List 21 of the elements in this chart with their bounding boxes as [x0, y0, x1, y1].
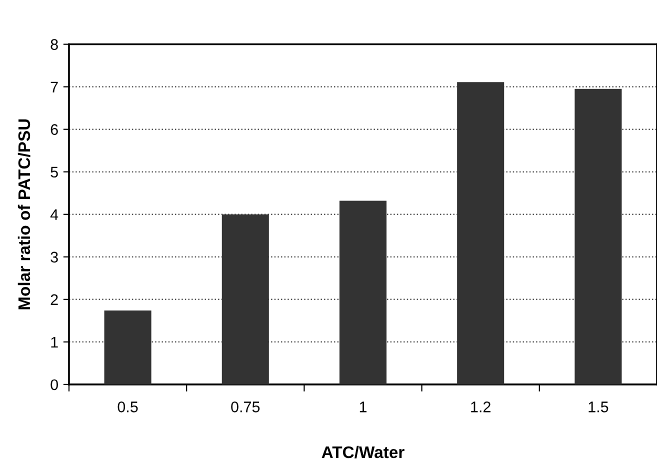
y-tick-label: 1: [51, 336, 58, 348]
y-tick-label: 8: [50, 39, 58, 50]
x-tick-label: 1.5: [588, 402, 608, 412]
x-axis-title: ATC/Water: [322, 446, 404, 458]
y-tick-label: 5: [50, 166, 58, 178]
y-tick-label: 7: [50, 82, 58, 92]
bar: [222, 214, 269, 384]
y-tick-label: 3: [50, 252, 58, 263]
bar: [104, 310, 152, 384]
y-tick-label: 6: [50, 124, 58, 135]
y-tick-label: 2: [50, 294, 58, 305]
y-tick-label: 0: [50, 379, 58, 390]
y-axis-title: Molar ratio of PATC/PSU: [18, 119, 30, 310]
x-tick-label: 0.5: [118, 402, 138, 412]
x-tick-label: 1.2: [471, 402, 490, 412]
x-tick-label: 0.75: [231, 402, 260, 412]
bar: [457, 82, 504, 384]
x-tick-label: 1: [360, 402, 366, 412]
y-tick-label: 4: [50, 209, 58, 220]
bar: [339, 200, 387, 384]
bar: [574, 88, 622, 384]
